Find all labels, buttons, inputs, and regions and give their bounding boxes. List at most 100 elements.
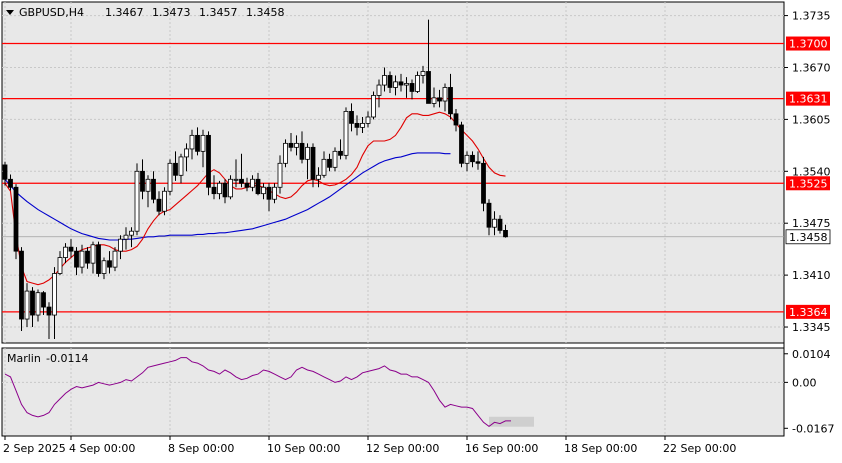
candle-bull xyxy=(178,156,184,176)
candle-bear xyxy=(19,250,24,320)
candle-bear xyxy=(475,161,481,164)
candle-bear xyxy=(46,306,52,316)
candle-bear xyxy=(288,142,294,148)
candle-bull xyxy=(332,150,338,168)
candle-bear xyxy=(140,170,145,192)
candle-bull xyxy=(90,244,96,264)
candle-bear xyxy=(255,178,261,195)
candle-bull xyxy=(189,134,195,150)
candle-bull xyxy=(431,97,437,104)
candle-bear xyxy=(96,244,101,274)
candle-bull xyxy=(272,186,277,200)
time-tick-label: 12 Sep 00:00 xyxy=(366,442,439,455)
level-label-box xyxy=(786,304,830,319)
marlin-indicator xyxy=(4,357,534,428)
price-tick-label: 1.3670 xyxy=(792,61,831,74)
level-label: 1.3631 xyxy=(789,93,828,106)
candle-bull xyxy=(492,218,497,228)
marlin-tick-label: 0.00 xyxy=(792,376,817,389)
candle-bear xyxy=(497,218,503,231)
level-label: 1.3525 xyxy=(789,177,828,190)
candle-bull xyxy=(321,158,327,176)
collapse-triangle-icon[interactable] xyxy=(6,10,14,15)
candle-bull xyxy=(167,162,173,192)
price-pane[interactable] xyxy=(1,1,785,344)
moving-averages xyxy=(4,111,506,286)
candles xyxy=(2,19,508,340)
candle-bull xyxy=(123,234,129,240)
candle-bull xyxy=(228,178,233,198)
candle-bear xyxy=(173,162,178,176)
candle-bear xyxy=(107,260,112,268)
ohlc-low: 1.3457 xyxy=(199,6,238,19)
time-tick-label: 4 Sep 00:00 xyxy=(69,442,135,455)
candle-bear xyxy=(206,134,211,188)
candle-bull xyxy=(233,178,239,181)
time-tick-label: 8 Sep 00:00 xyxy=(168,442,234,455)
candle-bear xyxy=(470,154,475,163)
marlin-name: Marlin xyxy=(7,352,41,365)
price-tick-label: 1.3410 xyxy=(792,269,831,282)
candle-bull xyxy=(63,246,68,258)
symbol-timeframe: GBPUSD,H4 xyxy=(19,6,84,19)
time-tick-label: 22 Sep 00:00 xyxy=(663,442,736,455)
level-label: 1.3700 xyxy=(789,38,828,51)
candle-bear xyxy=(398,81,404,86)
candle-bear xyxy=(448,87,453,115)
candle-bear xyxy=(211,186,217,195)
candle-bear xyxy=(2,164,8,180)
candle-bull xyxy=(371,95,376,118)
candle-bull xyxy=(35,292,41,316)
candle-bear xyxy=(41,292,46,308)
candle-bear xyxy=(503,229,508,238)
candle-bear xyxy=(244,182,250,188)
candle-bear xyxy=(156,198,162,212)
marlin-line xyxy=(4,357,511,428)
candle-bull xyxy=(365,116,371,124)
candle-bull xyxy=(112,250,118,268)
candle-bull xyxy=(200,134,206,152)
candle-bull xyxy=(129,230,134,236)
candle-bear xyxy=(453,113,459,126)
price-tick-label: 1.3735 xyxy=(792,10,831,23)
candle-bear xyxy=(486,202,492,228)
candle-bull xyxy=(217,182,222,195)
candle-bull xyxy=(101,260,107,274)
candle-bull xyxy=(376,84,382,96)
candle-bull xyxy=(464,154,470,164)
price-tick-label: 1.3345 xyxy=(792,321,831,334)
candle-bull xyxy=(305,146,310,160)
price-tick-label: 1.3475 xyxy=(792,217,831,230)
time-tick-label: 16 Sep 00:00 xyxy=(465,442,538,455)
candle-bear xyxy=(13,186,19,252)
candle-bear xyxy=(426,71,431,104)
price-tick-label: 1.3540 xyxy=(792,165,831,178)
candle-bear xyxy=(437,97,442,102)
candle-bull xyxy=(118,238,123,252)
candle-bear xyxy=(299,142,305,160)
candle-bull xyxy=(162,190,167,212)
marlin-value: -0.0114 xyxy=(46,352,88,365)
candle-bull xyxy=(24,290,30,320)
current-price-box xyxy=(785,229,831,245)
level-label-box xyxy=(786,176,830,191)
candle-bear xyxy=(239,178,244,184)
ma-slow-line xyxy=(4,152,451,241)
candle-bear xyxy=(310,146,316,180)
candle-bull xyxy=(420,71,426,76)
candle-bear xyxy=(387,75,393,88)
time-tick-label: 2 Sep 2025 xyxy=(3,442,66,455)
indicator-pane[interactable] xyxy=(1,347,785,437)
candle-bull xyxy=(145,178,151,192)
level-label-box xyxy=(786,91,830,106)
candle-bear xyxy=(68,246,74,252)
candle-bull xyxy=(134,170,140,232)
axis-labels: 1.33451.34101.34751.35401.36051.36701.37… xyxy=(3,10,834,455)
candle-bull xyxy=(261,186,266,195)
marlin-tick-label: -0.0167 xyxy=(792,422,834,435)
candle-bull xyxy=(404,83,409,86)
candle-bear xyxy=(481,162,486,204)
candle-bull xyxy=(57,257,63,274)
